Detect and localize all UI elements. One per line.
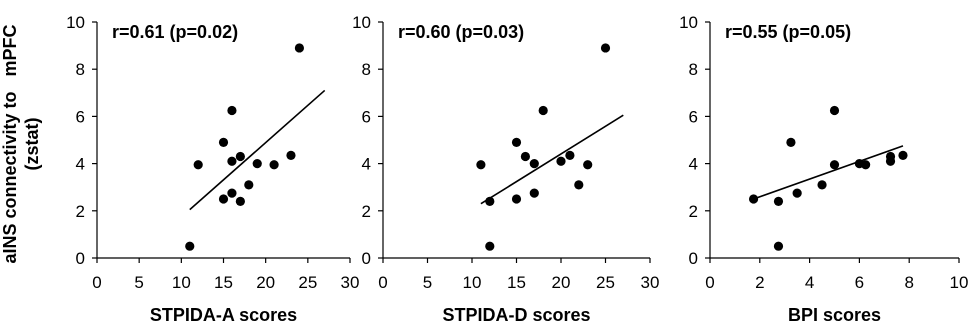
- data-point: [294, 43, 304, 53]
- data-point: [485, 241, 495, 251]
- data-point: [235, 196, 245, 206]
- regression-line: [753, 145, 904, 200]
- x-tick-label: 0: [378, 273, 387, 292]
- x-tick-label: 4: [805, 273, 814, 292]
- x-tick-label: 0: [92, 273, 101, 292]
- y-tick-label: 10: [352, 13, 371, 32]
- x-tick-label: 10: [172, 273, 191, 292]
- y-axis-label-group: aINS connectivity to mPFC (zstat): [0, 24, 42, 263]
- y-tick-label: 8: [689, 60, 698, 79]
- y-tick-label: 0: [362, 249, 371, 268]
- data-point: [244, 180, 254, 190]
- panel-1: 0 2 4 6 8 10 0 5 10 15 20 25 30 STPIDA-A scores r=0.61…: [66, 13, 359, 325]
- y-tick-label: 4: [76, 155, 85, 174]
- data-point: [829, 160, 840, 170]
- x-tick-label: 25: [596, 273, 615, 292]
- data-point: [773, 241, 784, 251]
- x-tick-label: 5: [134, 273, 143, 292]
- data-point: [529, 188, 539, 198]
- data-point: [252, 159, 262, 169]
- data-point: [286, 150, 296, 160]
- x-tick-label: 20: [552, 273, 571, 292]
- y-tick-label: 2: [362, 202, 371, 221]
- data-point: [193, 160, 203, 170]
- data-point: [748, 194, 759, 204]
- regression-line: [480, 114, 624, 205]
- data-point: [600, 43, 611, 53]
- y-tick-label: 0: [76, 249, 85, 268]
- panel-3: 0 2 4 6 8 10 0 2 4 6 8 10 BPI scores r=0.55 (p=0.05): [679, 13, 968, 325]
- x-tick-label: 10: [950, 273, 969, 292]
- x-axis-title: STPIDA-D scores: [442, 305, 590, 325]
- data-point: [269, 160, 279, 170]
- correlation-annotation: r=0.60 (p=0.03): [398, 22, 524, 42]
- data-point: [898, 150, 908, 160]
- data-point: [861, 160, 871, 170]
- data-point: [773, 196, 784, 206]
- y-axis-label-line1: aINS connectivity to mPFC: [0, 24, 20, 263]
- data-point: [476, 160, 486, 170]
- x-tick-label: 30: [341, 273, 360, 292]
- panel-2: 0 2 4 6 8 10 0 5 10 15 20 25 30 STPIDA-D scores r=0.60…: [352, 13, 659, 325]
- y-tick-label: 6: [362, 107, 371, 126]
- y-tick-label: 6: [689, 107, 698, 126]
- x-tick-label: 15: [214, 273, 233, 292]
- x-tick-label: 20: [256, 273, 275, 292]
- x-axis-title: BPI scores: [788, 305, 881, 325]
- data-point: [218, 137, 229, 147]
- correlation-annotation: r=0.61 (p=0.02): [112, 22, 238, 42]
- x-axis-title: STPIDA-A scores: [150, 305, 297, 325]
- x-tick-label: 5: [423, 273, 432, 292]
- data-point: [829, 105, 840, 116]
- y-tick-label: 4: [689, 155, 698, 174]
- x-tick-label: 25: [298, 273, 317, 292]
- y-axis-label-line2: (zstat): [22, 117, 42, 170]
- x-tick-label: 0: [705, 273, 714, 292]
- x-tick-label: 15: [507, 273, 526, 292]
- data-point: [485, 196, 495, 206]
- y-tick-label: 8: [76, 60, 85, 79]
- data-point: [583, 160, 593, 170]
- data-point: [817, 180, 827, 190]
- y-tick-label: 2: [689, 202, 698, 221]
- y-tick-label: 8: [362, 60, 371, 79]
- data-point: [520, 151, 531, 162]
- y-tick-label: 0: [689, 249, 698, 268]
- x-tick-label: 30: [641, 273, 660, 292]
- data-point: [511, 137, 522, 147]
- data-point: [185, 241, 195, 251]
- data-point: [511, 194, 522, 204]
- data-point: [574, 180, 584, 190]
- regression-line: [189, 89, 326, 211]
- y-tick-label: 10: [66, 13, 85, 32]
- data-point: [565, 150, 575, 160]
- data-point: [792, 188, 802, 198]
- x-tick-label: 10: [463, 273, 482, 292]
- data-point: [227, 156, 237, 166]
- y-tick-label: 4: [362, 155, 371, 174]
- data-point: [786, 137, 796, 147]
- data-point: [227, 188, 237, 198]
- correlation-annotation: r=0.55 (p=0.05): [725, 22, 851, 42]
- x-tick-label: 8: [904, 273, 913, 292]
- data-point: [885, 156, 896, 166]
- y-tick-label: 2: [76, 202, 85, 221]
- data-point: [556, 156, 566, 166]
- data-point: [218, 194, 229, 204]
- y-tick-label: 10: [679, 13, 698, 32]
- x-tick-label: 6: [855, 273, 864, 292]
- data-point: [227, 105, 237, 116]
- data-point: [538, 105, 548, 116]
- data-point: [529, 159, 539, 169]
- data-point: [235, 151, 245, 162]
- x-tick-label: 2: [755, 273, 764, 292]
- y-tick-label: 6: [76, 107, 85, 126]
